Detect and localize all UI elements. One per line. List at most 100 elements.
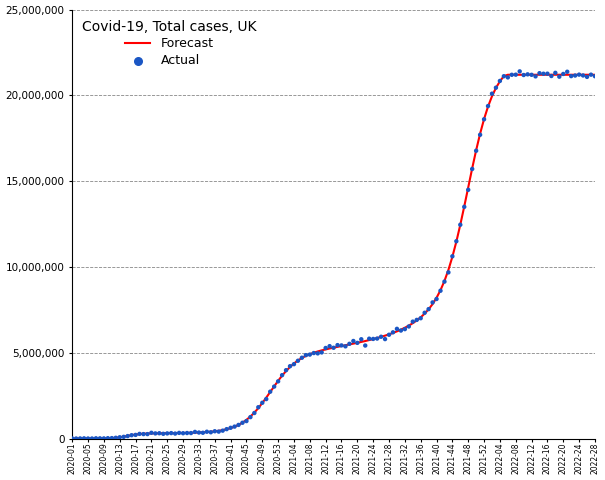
Point [467,165,477,173]
Point [253,403,263,411]
Point [558,70,568,78]
Point [420,309,430,317]
Point [234,421,243,429]
Point [523,71,532,78]
Point [515,68,525,75]
Point [226,424,235,432]
Point [574,71,584,78]
Point [281,366,291,374]
Point [428,299,437,306]
Point [503,73,512,81]
Point [269,383,279,390]
Point [174,429,184,437]
Point [325,342,335,350]
Point [392,325,402,333]
Point [178,430,188,437]
Point [451,238,461,245]
Point [424,305,433,313]
Point [154,430,164,437]
Point [368,335,378,343]
Point [476,131,485,139]
Point [578,72,588,79]
Point [361,342,370,349]
Point [384,331,394,338]
Point [491,84,501,92]
Point [159,430,168,438]
Point [546,72,556,80]
Point [356,336,366,343]
Point [317,348,327,356]
Point [495,77,505,85]
Point [586,71,596,79]
Point [511,71,520,79]
Point [119,433,128,441]
Point [388,328,398,336]
Point [459,203,469,211]
Point [241,417,251,425]
Point [206,429,215,436]
Point [186,429,196,437]
Point [432,295,442,303]
Point [151,430,160,437]
Point [285,362,295,370]
Point [563,68,572,75]
Point [487,90,497,97]
Point [238,419,247,427]
Point [436,287,445,295]
Point [214,428,224,435]
Point [329,344,338,351]
Point [99,434,109,442]
Point [166,429,176,437]
Point [301,351,311,359]
Point [182,429,192,437]
Point [483,102,493,110]
Point [230,423,240,431]
Point [171,430,180,437]
Point [380,335,390,343]
Point [198,429,208,437]
Point [543,70,552,77]
Point [538,70,548,78]
Point [91,434,101,442]
Point [400,325,410,333]
Point [463,186,473,193]
Point [321,344,330,352]
Point [353,339,362,347]
Point [194,429,204,436]
Legend: Forecast, Actual: Forecast, Actual [79,16,260,71]
Point [111,434,120,442]
Point [95,434,105,442]
Point [404,323,414,330]
Point [554,73,564,81]
Point [297,354,307,361]
Point [79,434,89,442]
Point [162,430,172,437]
Point [448,252,457,260]
Point [273,377,283,385]
Point [143,430,152,438]
Point [471,147,481,155]
Point [519,71,529,79]
Point [87,435,97,443]
Point [440,278,450,286]
Point [289,360,299,368]
Point [107,434,117,442]
Point [67,434,77,442]
Point [341,343,350,350]
Point [372,335,382,342]
Point [210,427,220,435]
Point [582,73,592,81]
Point [71,435,81,443]
Point [139,430,148,438]
Point [266,388,275,396]
Point [115,433,125,441]
Point [571,72,580,79]
Point [396,327,406,335]
Point [190,428,200,436]
Point [408,318,417,325]
Point [277,372,287,379]
Point [551,69,560,77]
Point [103,434,113,442]
Point [146,429,156,437]
Point [499,72,509,80]
